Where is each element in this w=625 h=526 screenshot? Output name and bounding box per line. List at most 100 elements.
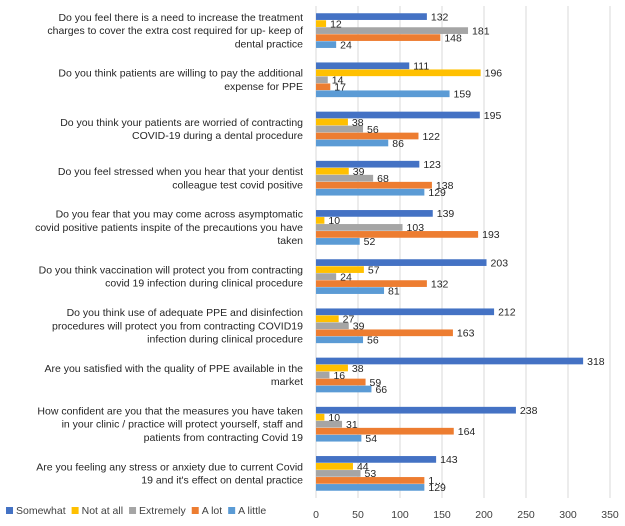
value-label: 86 — [392, 138, 404, 150]
bar — [316, 357, 584, 365]
value-label: 38 — [352, 363, 364, 375]
x-tick-label: 350 — [601, 509, 619, 521]
legend-swatch — [228, 507, 236, 514]
category-labels: Do you feel there is a need to increase … — [35, 12, 303, 487]
value-label: 238 — [520, 405, 538, 417]
value-label: 138 — [436, 180, 454, 192]
value-label: 181 — [472, 25, 490, 37]
value-label: 68 — [377, 173, 389, 185]
bar — [316, 434, 362, 442]
x-tick-label: 150 — [433, 509, 451, 521]
bar — [316, 413, 325, 421]
value-label: 129 — [428, 187, 446, 199]
bar — [316, 181, 432, 189]
value-labels: 1321218114824111196141715919538561228612… — [328, 11, 604, 494]
value-label: 52 — [364, 236, 376, 248]
bar — [316, 273, 337, 280]
bar — [316, 287, 385, 294]
bar — [316, 34, 441, 41]
bar — [316, 76, 328, 84]
value-label: 111 — [413, 61, 429, 73]
bar — [316, 463, 353, 470]
value-label: 53 — [365, 468, 377, 480]
value-label: 39 — [353, 321, 365, 333]
bar — [316, 62, 410, 70]
value-label: 159 — [454, 89, 472, 101]
legend-label: Not at all — [82, 505, 123, 517]
bar — [316, 322, 349, 330]
value-label: 132 — [431, 278, 449, 290]
bar — [316, 238, 360, 245]
bar — [316, 231, 479, 238]
value-label: 195 — [484, 110, 502, 122]
x-axis-ticks: 0 50 100 150 200 250 300 350 — [313, 509, 619, 521]
legend-swatch — [6, 507, 13, 514]
value-label: 17 — [334, 82, 346, 94]
bar — [316, 224, 403, 231]
category-label: Do you think vaccination will protect yo… — [39, 265, 304, 290]
bar — [316, 118, 348, 126]
legend-swatch — [71, 507, 79, 514]
value-label: 24 — [340, 271, 352, 283]
bar — [316, 385, 372, 393]
bar — [316, 27, 469, 34]
category-label: Do you feel there is a need to increase … — [47, 12, 303, 50]
value-label: 164 — [458, 426, 476, 438]
bar — [316, 470, 361, 477]
x-tick-label: 200 — [475, 509, 493, 521]
bar — [316, 20, 327, 27]
bar — [316, 406, 516, 414]
bar — [316, 139, 389, 147]
value-label: 12 — [330, 18, 342, 30]
legend-label: Extremely — [139, 505, 186, 517]
value-label: 122 — [422, 131, 440, 143]
bar — [316, 336, 364, 344]
value-label: 24 — [340, 39, 352, 51]
value-label: 27 — [343, 314, 355, 326]
bar — [316, 90, 450, 98]
bar — [316, 259, 487, 266]
value-label: 31 — [346, 419, 358, 431]
legend: Somewhat Not at all Extremely A lot A little — [6, 505, 266, 517]
bar — [316, 484, 425, 491]
value-label: 203 — [491, 257, 509, 269]
bar — [316, 125, 364, 133]
bar — [316, 167, 349, 175]
legend-swatch — [129, 507, 137, 514]
value-label: 163 — [457, 328, 475, 340]
category-label: Do you think your patients are worried o… — [60, 117, 303, 142]
value-label: 38 — [352, 117, 364, 129]
bar — [316, 456, 437, 463]
x-tick-label: 100 — [391, 509, 409, 521]
bar — [316, 477, 425, 484]
value-label: 123 — [423, 159, 441, 171]
x-tick-label: 250 — [517, 509, 535, 521]
bar — [316, 188, 425, 196]
x-tick-label: 300 — [559, 509, 577, 521]
category-label: Are you feeling any stress or anxiety du… — [36, 461, 303, 486]
bar — [316, 13, 427, 20]
value-label: 212 — [498, 307, 516, 319]
value-label: 56 — [367, 335, 379, 347]
category-label: How confident are you that the measures … — [37, 406, 303, 444]
category-label: Do you fear that you may come across asy… — [35, 209, 303, 247]
legend-label: Somewhat — [16, 505, 66, 517]
value-label: 16 — [333, 370, 345, 382]
value-label: 148 — [444, 32, 462, 44]
value-label: 129 — [428, 482, 446, 494]
bar — [316, 371, 330, 379]
bar — [316, 420, 343, 428]
bar — [316, 160, 420, 168]
bar — [316, 378, 366, 386]
bar — [316, 280, 427, 287]
value-label: 10 — [328, 412, 340, 424]
value-label: 318 — [587, 356, 605, 368]
legend-label: A lot — [202, 505, 223, 517]
value-label: 59 — [370, 377, 382, 389]
value-label: 103 — [407, 222, 425, 234]
legend-swatch — [191, 507, 199, 514]
value-label: 1… — [428, 475, 444, 487]
value-label: 39 — [353, 166, 365, 178]
category-label: Do you think patients are willing to pay… — [58, 68, 303, 93]
